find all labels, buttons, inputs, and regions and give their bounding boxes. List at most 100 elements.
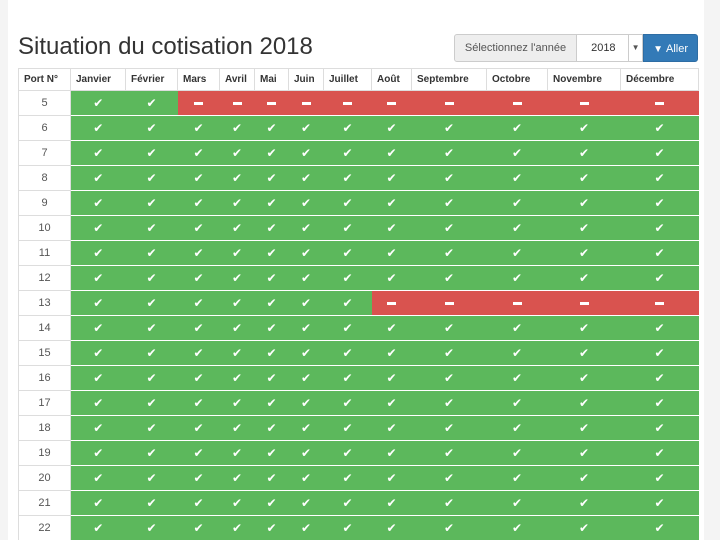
check-icon: ✔ bbox=[146, 196, 157, 210]
year-select[interactable]: 2018 ▼ bbox=[577, 34, 644, 62]
check-icon: ✔ bbox=[511, 471, 523, 485]
month-paid-cell: ✔ bbox=[620, 190, 699, 216]
month-paid-cell: ✔ bbox=[125, 390, 178, 416]
month-paid-cell: ✔ bbox=[486, 440, 548, 466]
check-icon: ✔ bbox=[146, 446, 157, 460]
check-icon: ✔ bbox=[146, 146, 157, 160]
month-paid-cell: ✔ bbox=[288, 340, 324, 366]
month-paid-cell: ✔ bbox=[486, 365, 548, 391]
check-icon: ✔ bbox=[146, 171, 157, 185]
check-icon: ✔ bbox=[578, 146, 590, 160]
month-paid-cell: ✔ bbox=[323, 165, 372, 191]
month-paid-cell: ✔ bbox=[177, 490, 220, 516]
month-paid-cell: ✔ bbox=[323, 465, 372, 491]
port-number: 12 bbox=[18, 265, 71, 291]
check-icon: ✔ bbox=[511, 196, 523, 210]
check-icon: ✔ bbox=[300, 421, 312, 435]
month-paid-cell: ✔ bbox=[323, 140, 372, 166]
dash-icon bbox=[444, 302, 454, 306]
port-number: 17 bbox=[18, 390, 71, 416]
month-paid-cell: ✔ bbox=[70, 190, 126, 216]
check-icon: ✔ bbox=[578, 396, 590, 410]
table-row: 21 ✔ ✔ ✔ ✔ ✔ ✔ ✔ ✔ ✔ ✔ ✔ ✔ bbox=[18, 490, 699, 516]
check-icon: ✔ bbox=[654, 321, 665, 335]
check-icon: ✔ bbox=[193, 421, 204, 435]
month-unpaid-cell bbox=[323, 90, 372, 116]
check-icon: ✔ bbox=[266, 196, 277, 210]
check-icon: ✔ bbox=[266, 221, 277, 235]
check-icon: ✔ bbox=[654, 271, 665, 285]
month-paid-cell: ✔ bbox=[486, 265, 548, 291]
month-paid-cell: ✔ bbox=[288, 390, 324, 416]
month-paid-cell: ✔ bbox=[288, 165, 324, 191]
check-icon: ✔ bbox=[231, 321, 243, 335]
filter-icon: ▼ bbox=[653, 44, 663, 55]
month-paid-cell: ✔ bbox=[547, 465, 621, 491]
check-icon: ✔ bbox=[342, 371, 353, 385]
month-paid-cell: ✔ bbox=[547, 215, 621, 241]
check-icon: ✔ bbox=[443, 221, 455, 235]
month-paid-cell: ✔ bbox=[288, 315, 324, 341]
check-icon: ✔ bbox=[146, 346, 157, 360]
month-paid-cell: ✔ bbox=[486, 390, 548, 416]
month-paid-cell: ✔ bbox=[620, 390, 699, 416]
month-paid-cell: ✔ bbox=[125, 440, 178, 466]
dash-icon bbox=[194, 102, 203, 106]
check-icon: ✔ bbox=[266, 171, 277, 185]
month-paid-cell: ✔ bbox=[254, 415, 289, 441]
check-icon: ✔ bbox=[443, 371, 455, 385]
port-number: 7 bbox=[18, 140, 71, 166]
month-paid-cell: ✔ bbox=[547, 240, 621, 266]
dash-icon bbox=[444, 102, 454, 106]
check-icon: ✔ bbox=[443, 321, 455, 335]
check-icon: ✔ bbox=[93, 146, 104, 160]
month-paid-cell: ✔ bbox=[70, 215, 126, 241]
month-paid-cell: ✔ bbox=[323, 440, 372, 466]
month-paid-cell: ✔ bbox=[411, 115, 487, 141]
check-icon: ✔ bbox=[511, 521, 523, 535]
month-paid-cell: ✔ bbox=[70, 490, 126, 516]
month-paid-cell: ✔ bbox=[288, 140, 324, 166]
check-icon: ✔ bbox=[578, 371, 590, 385]
month-paid-cell: ✔ bbox=[411, 315, 487, 341]
month-paid-cell: ✔ bbox=[486, 465, 548, 491]
check-icon: ✔ bbox=[511, 246, 523, 260]
check-icon: ✔ bbox=[266, 371, 277, 385]
go-button[interactable]: ▼ Aller bbox=[643, 34, 698, 62]
check-icon: ✔ bbox=[386, 396, 397, 410]
month-paid-cell: ✔ bbox=[371, 115, 412, 141]
month-paid-cell: ✔ bbox=[288, 365, 324, 391]
check-icon: ✔ bbox=[443, 346, 455, 360]
month-paid-cell: ✔ bbox=[411, 390, 487, 416]
month-paid-cell: ✔ bbox=[125, 265, 178, 291]
check-icon: ✔ bbox=[93, 96, 104, 110]
month-paid-cell: ✔ bbox=[177, 240, 220, 266]
check-icon: ✔ bbox=[342, 121, 353, 135]
check-icon: ✔ bbox=[654, 446, 665, 460]
table-row: 10 ✔ ✔ ✔ ✔ ✔ ✔ ✔ ✔ ✔ ✔ ✔ ✔ bbox=[18, 215, 699, 241]
month-paid-cell: ✔ bbox=[219, 390, 255, 416]
check-icon: ✔ bbox=[342, 496, 353, 510]
check-icon: ✔ bbox=[231, 496, 243, 510]
month-paid-cell: ✔ bbox=[125, 190, 178, 216]
month-paid-cell: ✔ bbox=[288, 190, 324, 216]
month-paid-cell: ✔ bbox=[371, 390, 412, 416]
port-number: 22 bbox=[18, 515, 71, 540]
month-paid-cell: ✔ bbox=[177, 140, 220, 166]
month-paid-cell: ✔ bbox=[371, 415, 412, 441]
month-paid-cell: ✔ bbox=[411, 440, 487, 466]
month-paid-cell: ✔ bbox=[70, 365, 126, 391]
table-row: 12 ✔ ✔ ✔ ✔ ✔ ✔ ✔ ✔ ✔ ✔ ✔ ✔ bbox=[18, 265, 699, 291]
check-icon: ✔ bbox=[193, 396, 204, 410]
check-icon: ✔ bbox=[146, 521, 157, 535]
month-paid-cell: ✔ bbox=[125, 115, 178, 141]
check-icon: ✔ bbox=[93, 346, 104, 360]
check-icon: ✔ bbox=[654, 496, 665, 510]
month-paid-cell: ✔ bbox=[547, 490, 621, 516]
check-icon: ✔ bbox=[511, 396, 523, 410]
table-row: 18 ✔ ✔ ✔ ✔ ✔ ✔ ✔ ✔ ✔ ✔ ✔ ✔ bbox=[18, 415, 699, 441]
check-icon: ✔ bbox=[443, 246, 455, 260]
month-unpaid-cell bbox=[177, 90, 220, 116]
month-paid-cell: ✔ bbox=[620, 265, 699, 291]
month-paid-cell: ✔ bbox=[125, 90, 178, 116]
